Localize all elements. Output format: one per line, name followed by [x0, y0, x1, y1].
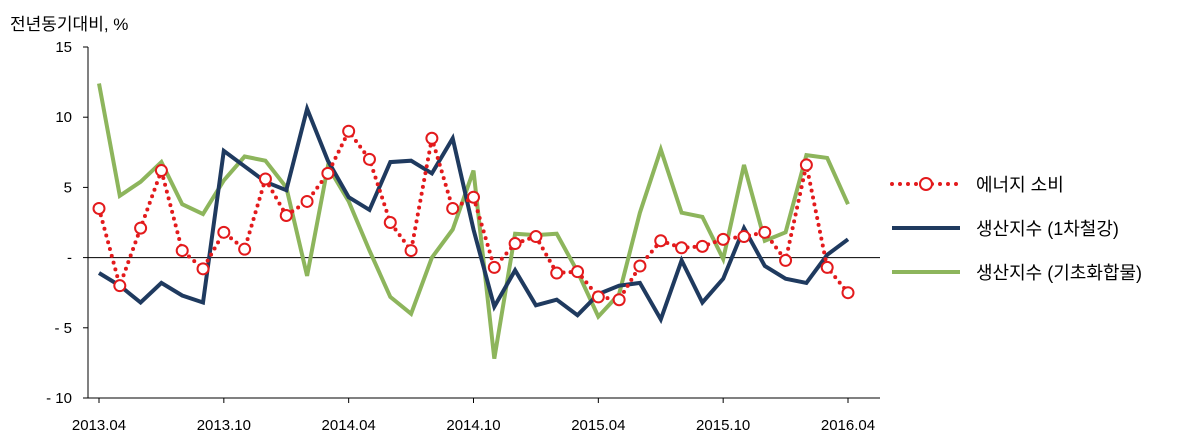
y-tick-label: 10 — [55, 109, 72, 126]
x-tick-label: 2014.04 — [322, 417, 376, 434]
data-point-energy — [404, 244, 418, 258]
x-tick-label: 2014.10 — [446, 417, 500, 434]
y-tick-label: - 10 — [46, 390, 72, 407]
y-tick-label: - — [67, 250, 72, 267]
data-point-energy — [529, 230, 543, 244]
legend-label-chemical: 생산지수 (기초화합물) — [976, 263, 1143, 283]
data-point-energy — [92, 201, 106, 215]
data-point-energy — [654, 234, 668, 248]
data-point-energy — [383, 216, 397, 229]
data-point-energy — [467, 190, 480, 204]
chart-legend: 에너지 소비 생산지수 (1차철강) 생산지수 (기초화합물) — [890, 162, 1142, 294]
x-tick-label: 2015.10 — [696, 417, 750, 434]
data-point-energy — [612, 293, 626, 307]
data-point-energy — [321, 166, 335, 180]
data-point-energy — [820, 260, 834, 274]
data-point-energy — [716, 232, 730, 246]
data-point-energy — [779, 253, 793, 267]
data-point-energy — [675, 241, 689, 255]
data-point-energy — [196, 262, 210, 276]
data-point-energy — [508, 237, 522, 251]
data-point-energy — [550, 266, 564, 280]
legend-label-energy: 에너지 소비 — [976, 175, 1064, 195]
data-point-energy — [113, 279, 127, 293]
series-line-steel — [97, 102, 850, 325]
y-tick-label: - 5 — [54, 320, 72, 337]
data-point-energy — [342, 124, 356, 138]
data-point-energy — [446, 201, 460, 215]
series-line-energy — [97, 129, 850, 302]
data-point-energy — [175, 244, 189, 258]
data-point-energy — [591, 290, 605, 304]
y-tick-label: 5 — [64, 179, 72, 196]
data-point-energy — [362, 152, 376, 166]
data-point-energy — [258, 172, 272, 186]
data-point-energy — [487, 260, 501, 274]
legend-label-steel: 생산지수 (1차철강) — [976, 219, 1119, 239]
data-point-energy — [300, 194, 314, 208]
data-point-energy — [134, 221, 148, 235]
legend-item-energy: 에너지 소비 — [890, 162, 1142, 206]
data-point-energy — [758, 225, 772, 239]
data-point-energy — [238, 242, 252, 256]
data-point-energy — [425, 131, 439, 145]
x-tick-label: 2013.04 — [72, 417, 126, 434]
legend-swatch-steel — [892, 226, 960, 230]
data-point-energy — [154, 164, 168, 178]
legend-item-steel: 생산지수 (1차철강) — [890, 206, 1142, 250]
x-tick-label: 2015.04 — [571, 417, 625, 434]
data-point-energy — [571, 265, 585, 279]
data-point-energy — [633, 259, 647, 273]
data-point-energy — [695, 239, 709, 253]
data-point-energy — [799, 158, 813, 172]
x-tick-label: 2013.10 — [197, 417, 251, 434]
legend-swatch-energy — [890, 177, 962, 191]
y-axis-unit-label: 전년동기대비, % — [10, 15, 129, 34]
x-tick-label: 2016.04 — [821, 417, 875, 434]
data-point-energy — [841, 286, 855, 300]
data-point-energy — [737, 230, 751, 244]
series-line-chemical — [97, 83, 850, 360]
chart-series — [92, 83, 855, 360]
legend-swatch-chemical — [892, 270, 960, 274]
y-tick-label: 15 — [55, 39, 72, 56]
data-point-energy — [279, 208, 293, 222]
legend-item-chemical: 생산지수 (기초화합물) — [890, 250, 1142, 294]
data-point-energy — [217, 225, 231, 239]
